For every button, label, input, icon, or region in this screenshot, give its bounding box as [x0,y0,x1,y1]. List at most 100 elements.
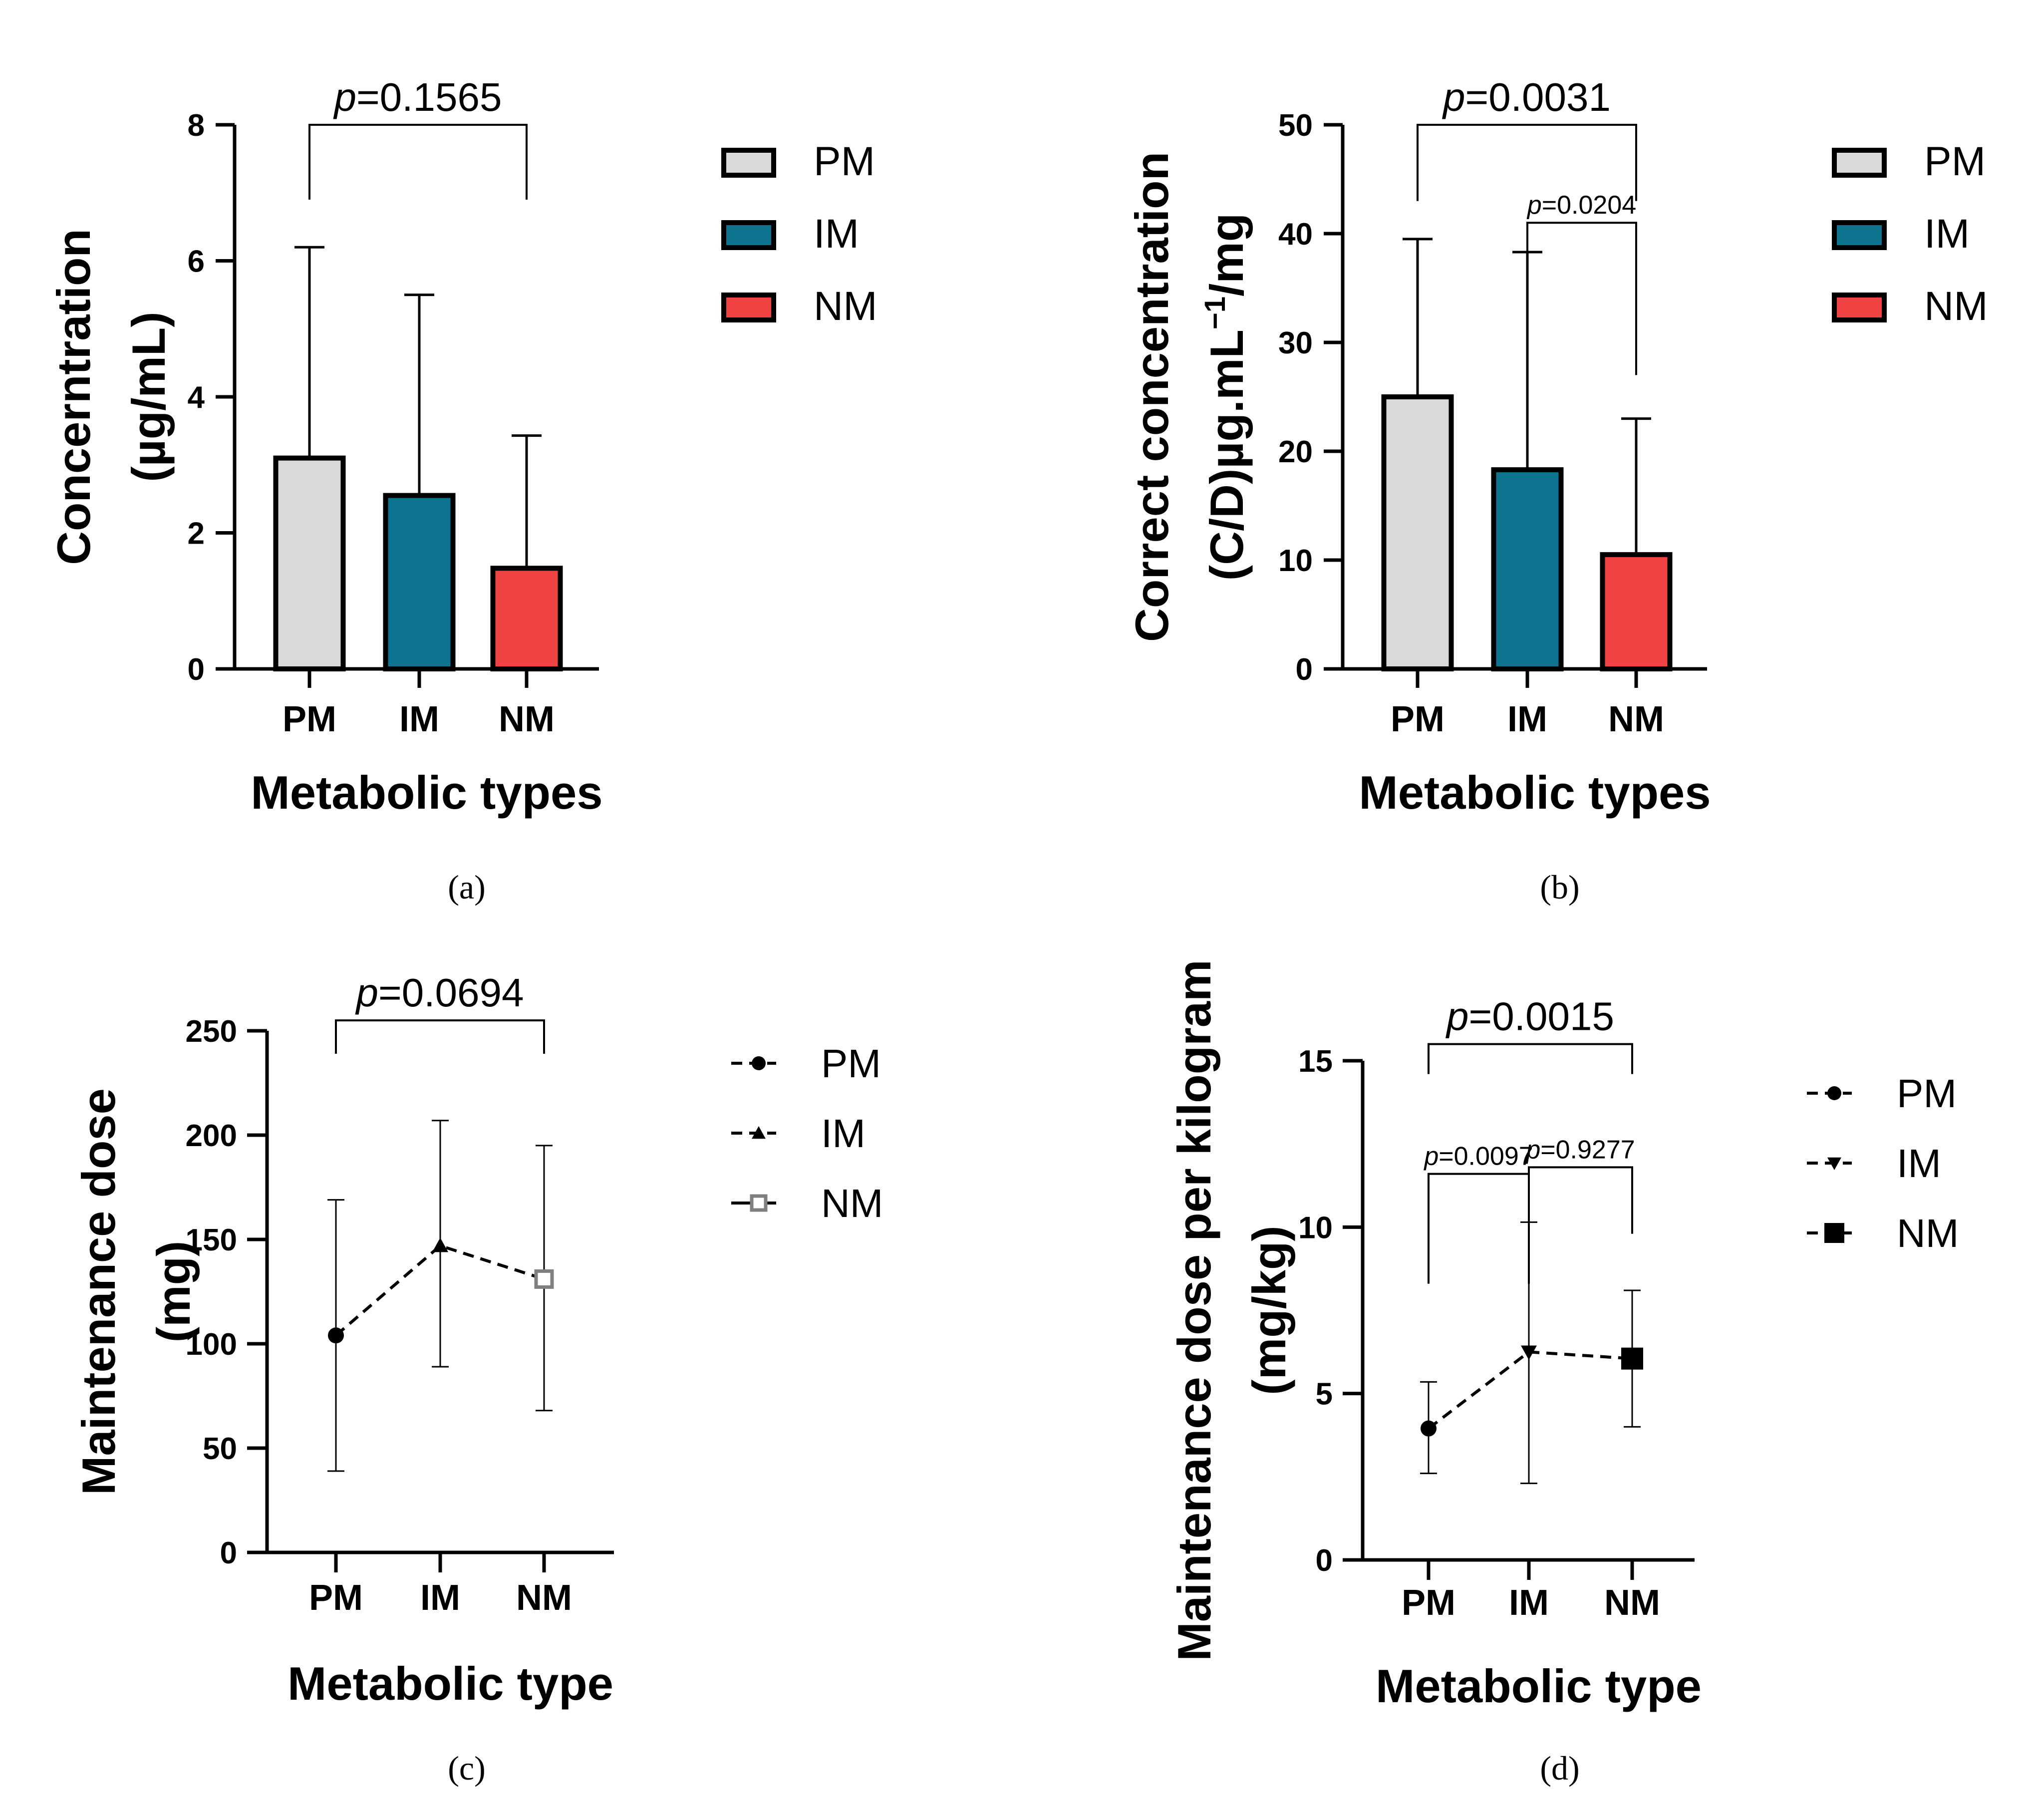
p-symbol: p [1526,191,1542,220]
legend-label-pm: PM [1897,1071,1957,1116]
mean-line [1428,1350,1633,1430]
y-tick-label: 50 [1278,108,1313,143]
y-tick-label: 50 [203,1432,237,1466]
x-tick-label-pm: PM [283,699,336,739]
y-tick-label: 150 [186,1223,237,1257]
significance-bracket [1428,1173,1530,1284]
data-point-im [1521,1345,1537,1360]
y-tick-label: 15 [1298,1044,1333,1079]
legend-label-nm: NM [821,1181,883,1225]
legend-label-im: IM [1897,1141,1941,1186]
y-axis-title-unit: (C/D)µg.mL [1200,329,1253,581]
bar-pm [1381,394,1454,671]
data-point-nm [534,1269,554,1289]
x-axis-title: Metabolic types [1359,766,1711,819]
mean-line [335,1244,545,1337]
y-axis-title-line2: (C/D)µg.mL−1/mg [1199,213,1253,581]
x-tick-label-im: IM [1509,1583,1549,1623]
p-value-label: p=0.0204 [1526,191,1636,220]
y-axis-title-line2: (µg/mL) [122,311,175,482]
p-value-number: =0.0204 [1542,191,1636,220]
x-axis-title: Metabolic type [1376,1660,1702,1712]
legend-label-nm: NM [814,284,877,329]
bar-im [383,493,456,671]
significance-bracket [1428,1043,1633,1074]
legend-label-pm: PM [1924,139,1986,184]
y-tick-label: 20 [1278,435,1313,469]
p-value-label: p=0.9277 [1525,1135,1635,1164]
x-tick-label-pm: PM [1391,699,1445,739]
y-axis-title-line1: Correct concentration [1126,152,1178,642]
x-axis-title: Metabolic type [288,1657,613,1710]
y-axis-title: Maintenance dose (mg) [72,1088,200,1495]
p-symbol: p [333,75,357,119]
legend-label-nm: NM [1897,1211,1959,1255]
x-tick-label-im: IM [420,1578,460,1618]
p-value-label: p=0.0694 [355,970,524,1015]
data-point-pm [328,1327,344,1344]
x-tick-label-im: IM [1507,699,1547,739]
panel-caption: (b) [1540,868,1579,906]
panel-c-maintenance-dose-line-chart: Maintenance dose (mg) 0 50 100 150 200 250 PM IM N… [72,970,883,1787]
p-value-number: =0.0031 [1465,75,1611,119]
x-tick-label-im: IM [399,699,439,739]
p-value-number: =0.9277 [1540,1135,1635,1164]
y-axis-title: Maintenance dose per kilogram (mg/kg) [1168,959,1295,1661]
bar-pm [273,455,346,671]
legend-label-im: IM [814,211,859,257]
y-tick-label: 100 [186,1327,237,1362]
y-tick-label: 0 [1296,652,1313,687]
bar-im [1491,467,1564,671]
legend-marker-im [1827,1157,1841,1170]
y-tick-label: 4 [188,380,205,415]
y-tick-label: 200 [186,1119,237,1153]
legend-marker-nm [1824,1223,1844,1243]
y-tick-label: 30 [1278,326,1313,360]
legend-swatch-im [1832,220,1887,250]
y-axis-title: Concerntration (µg/mL) [47,229,175,565]
x-tick-label-nm: NM [1608,699,1664,739]
x-tick-label-nm: NM [499,699,555,739]
y-axis-title-line2: (mg/kg) [1243,1225,1295,1395]
legend-label-im: IM [821,1111,866,1156]
x-tick-label-nm: NM [1604,1583,1660,1623]
panel-caption: (c) [448,1749,485,1787]
p-value-number: =0.0694 [378,970,524,1015]
panel-caption: (d) [1540,1749,1579,1787]
p-symbol: p [1423,1142,1439,1171]
p-value-label: p=0.0031 [1442,75,1611,119]
y-tick-label: 6 [188,245,205,279]
p-value-label: p=0.0097 [1423,1142,1533,1171]
y-axis-title: Correct concentration (C/D)µg.mL−1/mg [1126,152,1253,642]
p-symbol: p [1446,994,1469,1039]
legend-swatch-im [721,220,776,250]
y-axis-title-line1: Maintenance dose per kilogram [1168,959,1220,1661]
panel-d-dose-per-kilogram-line-chart: Maintenance dose per kilogram (mg/kg) 0 5 10… [1168,959,1959,1787]
y-tick-label: 0 [1316,1543,1333,1578]
panel-b-corrected-concentration-bar-chart: Correct concentration (C/D)µg.mL−1/mg 0 10 2… [1126,75,1988,906]
y-tick-label: 0 [220,1536,237,1570]
legend-marker-pm [752,1056,766,1070]
x-tick-label-pm: PM [1402,1583,1455,1623]
legend-label-pm: PM [821,1041,881,1086]
panel-a-concentration-bar-chart: Concerntration (µg/mL) 0 2 4 6 8 PM IM NM Metaboli… [47,75,877,906]
y-tick-label: 10 [1278,544,1313,578]
legend-swatch-pm [721,148,776,178]
legend-label-pm: PM [814,139,875,184]
significance-bracket [1417,124,1637,201]
p-symbol: p [355,970,379,1015]
legend-marker-im [752,1126,766,1139]
legend-swatch-pm [1832,148,1887,178]
legend-label-im: IM [1924,211,1970,257]
y-axis-title-line2: (mg) [147,1241,200,1343]
significance-bracket [308,124,528,200]
y-axis-title-suffix: /mg [1200,213,1253,297]
data-point-pm [1421,1420,1437,1437]
panel-caption: (a) [448,868,485,906]
y-tick-label: 5 [1316,1377,1333,1412]
y-axis-title-line1: Concerntration [47,229,100,565]
significance-bracket [1526,222,1637,375]
legend-swatch-nm [1832,293,1887,322]
y-tick-label: 40 [1278,217,1313,252]
